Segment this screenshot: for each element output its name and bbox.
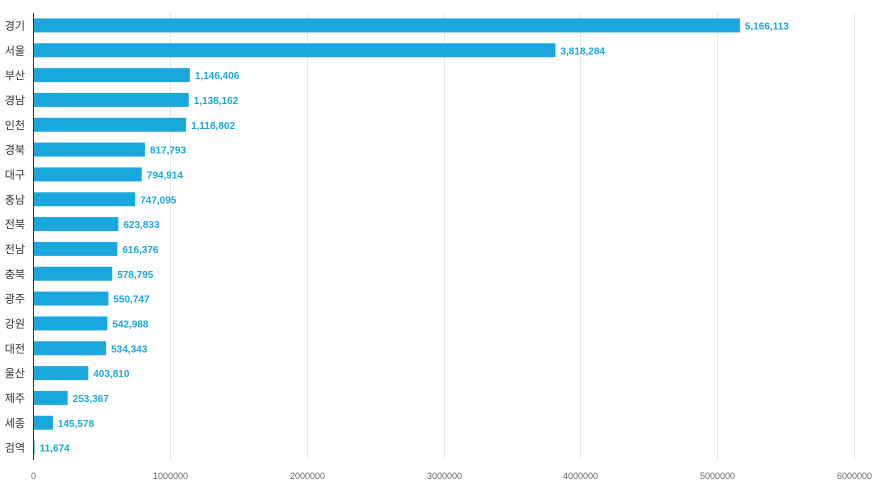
bar bbox=[33, 92, 189, 107]
category-label: 전남 bbox=[5, 243, 25, 256]
data-label: 1,138,162 bbox=[194, 96, 239, 107]
category-label: 경북 bbox=[5, 144, 25, 157]
bar bbox=[33, 18, 740, 33]
x-tick-label: 6000000 bbox=[837, 471, 872, 481]
data-label: 616,376 bbox=[122, 245, 159, 256]
bar bbox=[33, 366, 89, 381]
x-tick-label: 0 bbox=[31, 471, 36, 481]
category-label: 경남 bbox=[5, 94, 25, 107]
category-label: 제주 bbox=[5, 392, 25, 405]
x-tick-label: 5000000 bbox=[700, 471, 735, 481]
data-label: 403,810 bbox=[93, 369, 130, 380]
category-label: 전북 bbox=[5, 218, 25, 231]
bar bbox=[33, 43, 556, 58]
data-label: 542,988 bbox=[112, 319, 149, 330]
category-label: 검역 bbox=[5, 442, 25, 455]
category-label: 서울 bbox=[5, 44, 25, 57]
category-label: 울산 bbox=[5, 367, 25, 380]
category-label: 세종 bbox=[5, 417, 25, 430]
bar bbox=[33, 415, 53, 430]
bar bbox=[33, 266, 113, 281]
bar bbox=[33, 390, 68, 405]
category-label: 경기 bbox=[5, 19, 25, 32]
bar bbox=[33, 68, 190, 83]
data-label: 3,818,284 bbox=[560, 46, 605, 57]
bar bbox=[33, 341, 107, 356]
data-label: 145,578 bbox=[58, 419, 95, 430]
category-label: 강원 bbox=[5, 317, 25, 330]
gridlines bbox=[33, 13, 855, 460]
bar bbox=[33, 192, 136, 207]
bars bbox=[33, 18, 740, 455]
data-label: 534,343 bbox=[111, 344, 148, 355]
data-label: 747,095 bbox=[140, 195, 177, 206]
bar bbox=[33, 241, 118, 256]
value-labels: 5,166,113 3,818,284 1,146,406 1,138,162 1,11… bbox=[40, 21, 790, 454]
bar bbox=[33, 291, 109, 306]
bar bbox=[33, 117, 187, 132]
x-tick-label: 3000000 bbox=[427, 471, 462, 481]
data-label: 1,146,406 bbox=[195, 71, 240, 82]
bar bbox=[33, 142, 145, 157]
bar bbox=[33, 316, 108, 331]
category-label: 충북 bbox=[5, 268, 25, 281]
data-label: 817,793 bbox=[150, 146, 187, 157]
data-label: 578,795 bbox=[117, 270, 154, 281]
data-label: 794,914 bbox=[147, 170, 184, 181]
data-label: 1,118,802 bbox=[191, 121, 235, 132]
category-label: 대전 bbox=[5, 342, 25, 355]
category-label: 인천 bbox=[5, 118, 25, 132]
data-label: 550,747 bbox=[113, 295, 150, 306]
category-label: 충남 bbox=[5, 193, 25, 206]
x-tick-label: 4000000 bbox=[563, 471, 598, 481]
category-label: 부산 bbox=[5, 69, 25, 82]
category-label: 광주 bbox=[5, 293, 25, 306]
data-label: 11,674 bbox=[40, 444, 70, 455]
x-tick-label: 1000000 bbox=[153, 471, 188, 481]
bar bbox=[33, 217, 119, 232]
category-label: 대구 bbox=[5, 168, 25, 181]
data-label: 5,166,113 bbox=[745, 21, 789, 32]
data-label: 253,367 bbox=[73, 394, 110, 405]
x-tick-labels: 0 1000000 2000000 3000000 4000000 5000000 6000… bbox=[31, 471, 872, 481]
data-label: 623,833 bbox=[123, 220, 160, 231]
bar bbox=[33, 167, 142, 182]
x-tick-label: 2000000 bbox=[290, 471, 325, 481]
